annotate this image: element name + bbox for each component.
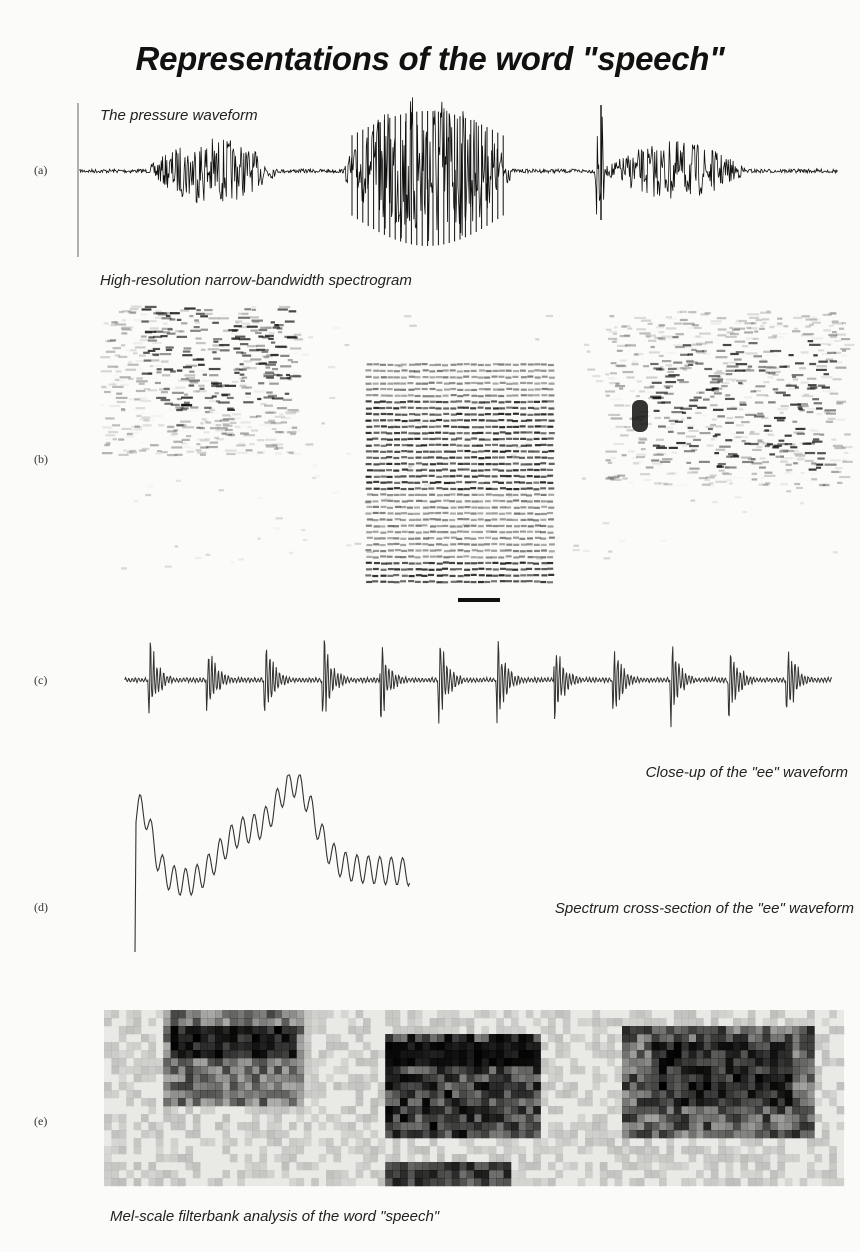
pressure-waveform-caption: The pressure waveform <box>100 107 258 124</box>
spectrum-caption: Spectrum cross-section of the "ee" wavef… <box>554 900 854 917</box>
panel-label-b: (b) <box>34 452 48 466</box>
ee-closeup-waveform <box>124 640 833 728</box>
pressure-waveform <box>77 97 838 257</box>
page-title: Representations of the word "speech" <box>135 40 725 77</box>
panel-label-a: (a) <box>34 163 48 177</box>
panel-label-d: (d) <box>34 900 48 914</box>
panel-label-e: (e) <box>34 1114 48 1128</box>
narrowband-spectrogram <box>100 305 855 602</box>
mel-filterbank-caption: Mel-scale filterbank analysis of the wor… <box>110 1208 440 1225</box>
spectrogram-caption: High-resolution narrow-bandwidth spectro… <box>100 272 412 289</box>
ee-spectrum-cross-section <box>134 774 411 953</box>
mel-filterbank-analysis <box>104 1010 845 1187</box>
panel-label-c: (c) <box>34 673 48 687</box>
closeup-caption: Close-up of the "ee" waveform <box>645 764 848 781</box>
